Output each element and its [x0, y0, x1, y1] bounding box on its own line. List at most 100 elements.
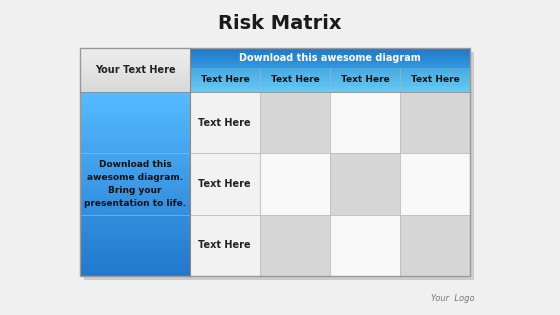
- Bar: [190, 90, 470, 93]
- Bar: [80, 144, 190, 148]
- Bar: [80, 129, 190, 132]
- Bar: [80, 242, 190, 246]
- Text: Risk Matrix: Risk Matrix: [218, 14, 342, 33]
- Bar: [190, 92, 260, 153]
- Bar: [80, 270, 190, 273]
- Bar: [80, 77, 190, 79]
- Bar: [80, 63, 190, 66]
- Bar: [80, 107, 190, 111]
- Bar: [190, 89, 470, 91]
- Bar: [190, 56, 470, 58]
- Bar: [80, 169, 190, 172]
- Bar: [80, 190, 190, 194]
- Bar: [80, 104, 190, 108]
- Bar: [80, 123, 190, 126]
- Bar: [190, 81, 470, 83]
- Bar: [80, 166, 190, 169]
- Bar: [80, 98, 190, 102]
- Bar: [190, 54, 470, 55]
- Bar: [80, 255, 190, 258]
- Bar: [84, 52, 474, 280]
- Bar: [80, 264, 190, 267]
- Bar: [80, 175, 190, 178]
- Bar: [80, 157, 190, 160]
- Text: Text Here: Text Here: [198, 118, 251, 128]
- Bar: [190, 50, 470, 51]
- Bar: [80, 88, 190, 90]
- Bar: [80, 239, 190, 243]
- Text: Text Here: Text Here: [340, 76, 389, 84]
- Bar: [190, 153, 260, 215]
- Bar: [80, 95, 190, 99]
- Bar: [80, 209, 190, 212]
- Bar: [400, 153, 470, 215]
- Bar: [190, 215, 260, 276]
- Bar: [190, 49, 470, 50]
- Bar: [190, 83, 470, 84]
- Bar: [80, 249, 190, 252]
- Bar: [80, 203, 190, 206]
- Bar: [80, 273, 190, 277]
- Bar: [80, 267, 190, 270]
- Bar: [80, 48, 470, 276]
- Bar: [80, 92, 190, 95]
- Bar: [80, 230, 190, 233]
- Bar: [190, 77, 470, 80]
- Bar: [80, 224, 190, 227]
- Bar: [80, 132, 190, 135]
- Bar: [190, 66, 470, 67]
- Bar: [80, 221, 190, 224]
- Bar: [190, 55, 470, 56]
- Bar: [80, 196, 190, 200]
- Text: Your Text Here: Your Text Here: [95, 65, 175, 75]
- Bar: [80, 74, 190, 77]
- Bar: [80, 57, 190, 60]
- Text: Text Here: Text Here: [198, 240, 251, 250]
- Bar: [80, 113, 190, 117]
- Text: Text Here: Text Here: [270, 76, 319, 84]
- Bar: [330, 215, 400, 276]
- Text: Your  Logo: Your Logo: [431, 294, 475, 303]
- Bar: [80, 70, 190, 73]
- Bar: [80, 215, 190, 218]
- Text: Text Here: Text Here: [410, 76, 459, 84]
- Bar: [190, 63, 470, 65]
- Bar: [80, 81, 190, 84]
- Bar: [190, 65, 470, 66]
- Bar: [80, 245, 190, 249]
- Bar: [190, 62, 470, 64]
- Bar: [80, 52, 190, 55]
- Bar: [80, 236, 190, 240]
- Bar: [80, 184, 190, 187]
- Bar: [80, 205, 190, 209]
- Bar: [80, 187, 190, 191]
- Bar: [190, 87, 470, 89]
- Bar: [190, 74, 470, 77]
- Bar: [80, 150, 190, 154]
- Bar: [190, 52, 470, 54]
- Bar: [80, 61, 190, 64]
- Bar: [80, 90, 190, 93]
- Bar: [80, 147, 190, 151]
- Bar: [190, 84, 470, 86]
- Bar: [80, 251, 190, 255]
- Bar: [80, 50, 190, 53]
- Bar: [190, 73, 470, 75]
- Bar: [80, 138, 190, 141]
- Bar: [80, 83, 190, 86]
- Bar: [80, 66, 190, 68]
- Bar: [80, 54, 190, 57]
- Bar: [80, 141, 190, 145]
- Bar: [80, 126, 190, 129]
- Bar: [80, 85, 190, 88]
- Bar: [80, 153, 190, 157]
- Bar: [80, 178, 190, 181]
- Bar: [260, 215, 330, 276]
- Bar: [190, 71, 470, 73]
- Bar: [80, 181, 190, 185]
- Text: Text Here: Text Here: [198, 179, 251, 189]
- Bar: [80, 79, 190, 82]
- Bar: [80, 233, 190, 237]
- Bar: [190, 60, 470, 61]
- Text: Text Here: Text Here: [200, 76, 249, 84]
